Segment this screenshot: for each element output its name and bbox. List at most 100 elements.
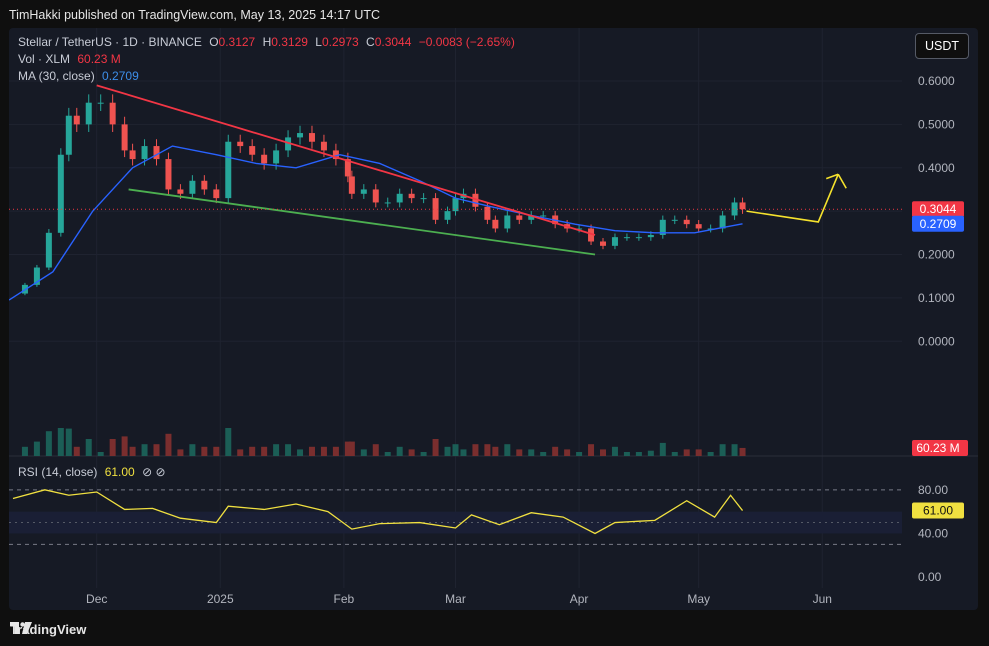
high-value: 0.3129 [271,35,308,49]
symbol-name: Stellar / TetherUS · 1D · BINANCE [18,35,202,49]
candle-body [432,198,439,220]
y-tick-label: 0.4000 [918,161,955,175]
candle-body [360,189,367,194]
currency-button[interactable]: USDT [915,33,969,59]
close-label: C [366,35,375,49]
volume-bar [129,446,136,456]
candle-body [472,193,479,207]
volume-bar [141,444,148,456]
candle-body [576,228,583,230]
volume-bar [659,442,666,456]
candle-body [420,198,427,200]
last-price-label: 0.3044 [920,202,957,216]
candle-body [177,189,184,194]
candle-body [153,146,160,160]
volume-bar [308,446,315,456]
volume-bar [564,449,571,456]
volume-bar [225,428,232,456]
chart-panel[interactable]: 0.60000.50000.40000.30000.20000.10000.00… [9,28,978,610]
candle-body [444,211,451,220]
candle-body [57,154,64,233]
volume-bar [739,447,746,456]
publisher-line: TimHakki published on TradingView.com, M… [9,8,381,22]
volume-bar [344,441,351,456]
candle-body [129,150,136,160]
volume-bar [611,446,618,456]
volume-bar [201,446,208,456]
volume-bar [57,428,64,456]
volume-bar [249,446,256,456]
candle-body [273,150,280,164]
volume-bar [97,452,104,456]
candle-body [452,198,459,212]
volume-bar [683,449,690,456]
candle-body [65,115,72,155]
volume-bar [719,444,726,456]
candle-body [707,228,714,230]
change-value: −0.0083 (−2.65%) [418,35,515,49]
volume-bar [647,450,654,456]
volume-bar [635,452,642,456]
volume-bar [121,436,128,456]
close-value: 0.3044 [374,35,412,49]
y-tick-label: 0.1000 [918,291,955,305]
rsi-tick-label: 80.00 [918,483,948,497]
volume-bar [707,452,714,456]
volume-legend: Vol · XLM 60.23 M [18,52,125,66]
candle-body [97,102,104,104]
volume-bar [372,444,379,456]
price-chart[interactable]: 0.60000.50000.40000.30000.20000.10000.00… [9,28,978,610]
candle-body [540,215,547,217]
y-tick-label: 0.5000 [918,117,955,131]
y-tick-label: 0.6000 [918,74,955,88]
volume-bar [460,449,467,456]
volume-bar [452,444,459,456]
volume-bar [165,433,172,456]
open-value: 0.3127 [218,35,256,49]
candle-body [237,141,244,147]
candle-body [261,154,268,164]
volume-bar [600,449,607,456]
x-tick-label: 2025 [207,592,234,606]
rsi-value: 61.00 [104,465,135,479]
volume-bar [384,452,391,456]
candle-body [201,180,208,190]
x-tick-label: Mar [445,592,466,606]
candle-body [297,133,304,138]
low-label: L [315,35,322,49]
candle-body [484,206,491,220]
candle-body [33,267,40,285]
open-label: O [209,35,219,49]
candle-body [600,241,607,246]
volume-bar [65,428,72,456]
volume-bar [576,452,583,456]
high-label: H [262,35,272,49]
volume-bar [432,439,439,456]
volume-bar [623,452,630,456]
volume-bar [348,441,355,456]
candle-body [308,133,315,142]
volume-bar [484,444,491,456]
rsi-visibility-icons[interactable]: ⊘ ⊘ [142,465,166,479]
candle-body [213,189,220,199]
candle-body [719,215,726,229]
volume-bar [540,452,547,456]
tradingview-logo[interactable]: TradingView [10,622,86,637]
candle-body [85,102,92,125]
x-tick-label: Jun [813,592,832,606]
volume-price-label: 60.23 M [916,441,959,455]
low-value: 0.2973 [321,35,359,49]
support-trendline [128,188,596,256]
candle-body [611,237,618,246]
volume-bar [237,449,244,456]
symbol-legend: Stellar / TetherUS · 1D · BINANCE O0.312… [18,35,519,49]
volume-bar [420,452,427,456]
candle-body [492,219,499,229]
volume-bar [695,449,702,456]
candle-body [225,141,232,199]
candle-body [141,146,148,160]
candle-body [731,202,738,216]
rsi-tick-label: 0.00 [918,570,942,584]
candle-body [671,219,678,221]
rsi-value-label: 61.00 [923,504,953,518]
